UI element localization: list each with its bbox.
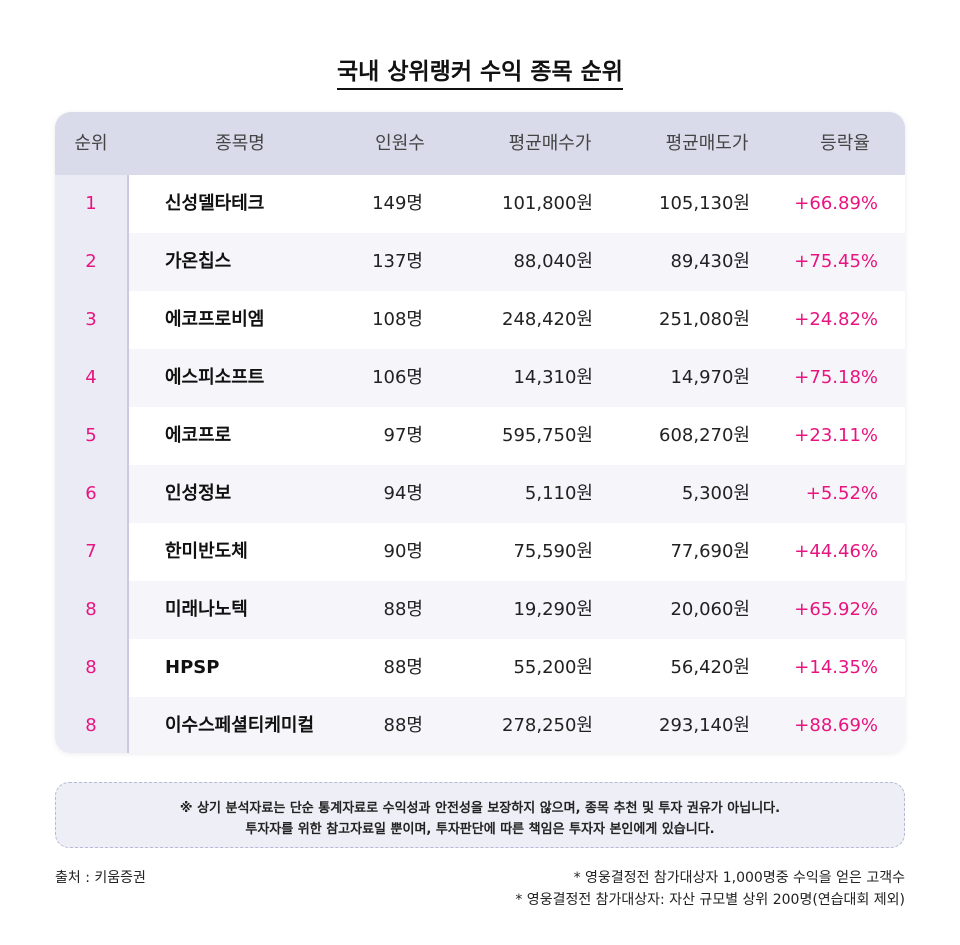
- avg-sell: 608,270원: [659, 425, 750, 446]
- holders: 88명: [383, 715, 423, 736]
- column-header: 종목명: [215, 133, 265, 154]
- stock-name: 미래나노텍: [165, 599, 248, 620]
- avg-buy: 5,110원: [524, 483, 593, 504]
- avg-buy: 248,420원: [502, 309, 593, 330]
- holders: 137명: [372, 251, 423, 272]
- avg-sell: 293,140원: [659, 715, 750, 736]
- stock-name: 이수스페셜티케미컬: [165, 715, 315, 736]
- title-text: 국내 상위랭커 수익 종목 순위: [337, 59, 623, 90]
- avg-buy: 101,800원: [502, 193, 593, 214]
- holders: 90명: [383, 541, 423, 562]
- holders: 149명: [372, 193, 423, 214]
- change-rate: +23.11%: [794, 425, 878, 446]
- column-header: 평균매수가: [508, 133, 592, 154]
- table-row: 6 인성정보 94명 5,110원 5,300원 +5.52%: [55, 465, 905, 523]
- disclaimer-box: [55, 782, 905, 848]
- avg-sell: 105,130원: [659, 193, 750, 214]
- footnote: * 영웅결정전 참가대상자: 자산 규모별 상위 200명(연습대회 제외): [515, 892, 905, 908]
- holders: 97명: [383, 425, 423, 446]
- table-row: 4 에스피소프트 106명 14,310원 14,970원 +75.18%: [55, 349, 905, 407]
- column-header: 인원수: [375, 133, 425, 154]
- table-row: 8 미래나노텍 88명 19,290원 20,060원 +65.92%: [55, 581, 905, 639]
- table-row: 8 HPSP 88명 55,200원 56,420원 +14.35%: [55, 639, 905, 697]
- table-row: 5 에코프로 97명 595,750원 608,270원 +23.11%: [55, 407, 905, 465]
- stock-name: HPSP: [165, 657, 220, 678]
- stock-name: 에스피소프트: [165, 367, 265, 388]
- table-header: 순위 종목명 인원수 평균매수가 평균매도가 등락율: [55, 112, 905, 175]
- avg-buy: 19,290원: [513, 599, 593, 620]
- change-rate: +5.52%: [805, 483, 878, 504]
- stock-name: 에코프로: [165, 425, 232, 446]
- avg-buy: 595,750원: [502, 425, 593, 446]
- change-rate: +75.45%: [794, 251, 878, 272]
- holders: 88명: [383, 599, 423, 620]
- rank: 6: [85, 483, 97, 504]
- change-rate: +88.69%: [794, 715, 878, 736]
- disclaimer-line: ※ 상기 분석자료는 단순 통계자료로 수익성과 안전성을 보장하지 않으며, …: [179, 801, 781, 816]
- stock-name: 에코프로비엠: [165, 309, 265, 330]
- table-row: 1 신성델타테크 149명 101,800원 105,130원 +66.89%: [55, 175, 905, 233]
- avg-buy: 75,590원: [513, 541, 593, 562]
- avg-sell: 14,970원: [670, 367, 750, 388]
- disclaimer-line: 투자자를 위한 참고자료일 뿐이며, 투자판단에 따른 책임은 투자자 본인에게…: [245, 822, 715, 837]
- column-header: 순위: [74, 133, 108, 154]
- avg-sell: 5,300원: [681, 483, 750, 504]
- table-row: 3 에코프로비엠 108명 248,420원 251,080원 +24.82%: [55, 291, 905, 349]
- holders: 106명: [372, 367, 423, 388]
- change-rate: +44.46%: [794, 541, 878, 562]
- change-rate: +66.89%: [794, 193, 878, 214]
- stock-name: 신성델타테크: [165, 193, 265, 214]
- table-row: 8 이수스페셜티케미컬 88명 278,250원 293,140원 +88.69%: [55, 697, 905, 753]
- holders: 88명: [383, 657, 423, 678]
- column-header: 평균매도가: [665, 133, 749, 154]
- holders: 94명: [383, 483, 423, 504]
- avg-buy: 88,040원: [513, 251, 593, 272]
- avg-sell: 56,420원: [670, 657, 750, 678]
- rank: 3: [85, 309, 97, 330]
- rank: 8: [85, 599, 97, 620]
- avg-sell: 251,080원: [659, 309, 750, 330]
- stock-name: 가온칩스: [165, 251, 232, 272]
- footnote: * 영웅결정전 참가대상자 1,000명중 수익을 얻은 고객수: [573, 870, 905, 886]
- rank: 8: [85, 657, 97, 678]
- change-rate: +75.18%: [794, 367, 878, 388]
- avg-buy: 55,200원: [513, 657, 593, 678]
- stock-name: 인성정보: [165, 483, 232, 504]
- change-rate: +65.92%: [794, 599, 878, 620]
- rank: 7: [85, 541, 97, 562]
- rank: 1: [85, 193, 97, 214]
- table-row: 2 가온칩스 137명 88,040원 89,430원 +75.45%: [55, 233, 905, 291]
- avg-sell: 77,690원: [670, 541, 750, 562]
- avg-buy: 14,310원: [513, 367, 593, 388]
- change-rate: +24.82%: [794, 309, 878, 330]
- rank: 5: [85, 425, 97, 446]
- title: 국내 상위랭커 수익 종목 순위: [0, 52, 960, 90]
- column-header: 등락율: [820, 133, 870, 154]
- avg-sell: 20,060원: [670, 599, 750, 620]
- rank: 4: [85, 367, 97, 388]
- table-row: 7 한미반도체 90명 75,590원 77,690원 +44.46%: [55, 523, 905, 581]
- source: 출처 : 키움증권: [55, 870, 146, 886]
- stock-name: 한미반도체: [165, 541, 248, 562]
- avg-sell: 89,430원: [670, 251, 750, 272]
- rank: 2: [85, 251, 97, 272]
- ranking-table: 순위 종목명 인원수 평균매수가 평균매도가 등락율 1 신성델타테크 149명 101,800…: [55, 112, 905, 753]
- holders: 108명: [372, 309, 423, 330]
- rank: 8: [85, 715, 97, 736]
- avg-buy: 278,250원: [502, 715, 593, 736]
- change-rate: +14.35%: [794, 657, 878, 678]
- rank-column: [55, 175, 129, 753]
